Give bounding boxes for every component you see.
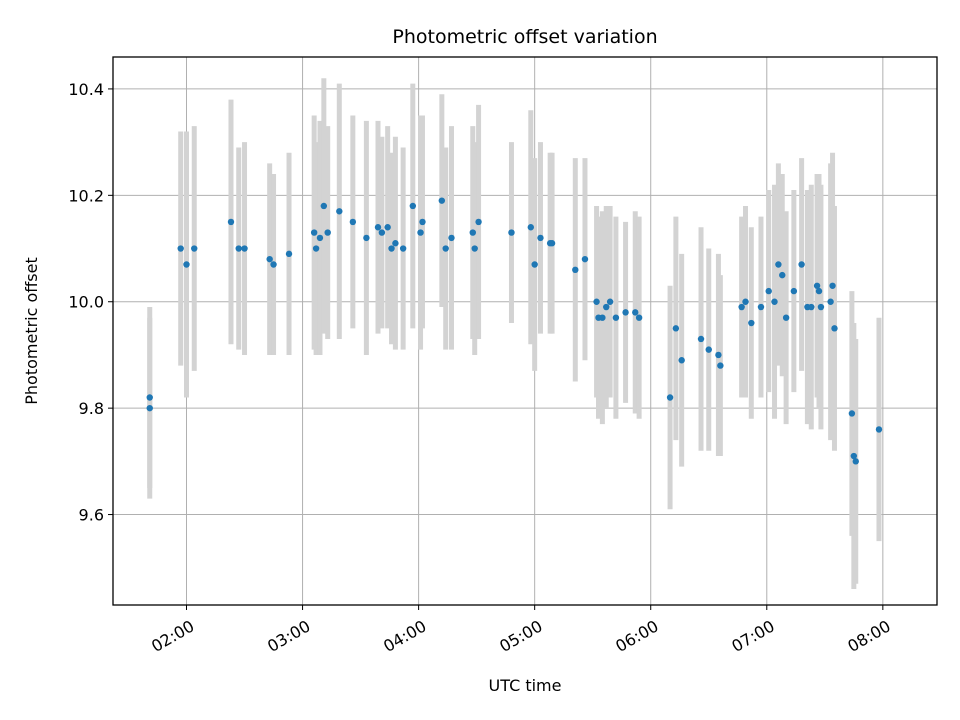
data-point [666, 394, 674, 401]
x-tick-label: 07:00 [728, 616, 777, 656]
data-point [378, 229, 386, 236]
data-point [771, 298, 778, 305]
data-point [813, 282, 821, 289]
data-point [775, 261, 782, 268]
data-point [715, 351, 722, 359]
data-point [316, 234, 324, 242]
y-axis-ticks: 9.6 9.8 10.0 10.2 10.4 [68, 80, 113, 525]
data-point [374, 224, 382, 231]
data-point [177, 245, 184, 252]
data-point [349, 218, 357, 226]
data-point [848, 410, 856, 417]
data-point [227, 218, 235, 226]
data-point [235, 245, 242, 252]
x-tick-label: 05:00 [496, 616, 545, 656]
data-point [852, 458, 859, 465]
y-tick-label: 9.6 [79, 506, 104, 525]
data-point [320, 202, 328, 210]
data-point [765, 287, 772, 295]
data-point [310, 229, 318, 236]
data-point [183, 261, 190, 268]
data-point [336, 208, 343, 215]
data-point [808, 303, 815, 311]
data-point [672, 325, 680, 332]
data-point [146, 404, 153, 412]
x-tick-label: 04:00 [380, 616, 429, 656]
data-point [635, 314, 643, 321]
x-axis-ticks: 02:00 03:00 04:00 05:00 06:00 07:00 08:00 [148, 605, 894, 656]
data-point [678, 357, 685, 364]
data-point [827, 298, 834, 305]
y-tick-label: 10.0 [68, 293, 104, 312]
data-point [508, 229, 515, 236]
data-point [829, 282, 836, 289]
chart-title: Photometric offset variation [392, 26, 657, 48]
data-point [790, 287, 798, 295]
x-axis-label: UTC time [489, 676, 562, 695]
data-point [581, 255, 589, 263]
data-point [442, 245, 449, 252]
data-point [527, 224, 535, 231]
data-point [632, 309, 639, 316]
data-point [831, 325, 838, 332]
data-point [419, 218, 426, 226]
data-point [266, 255, 273, 263]
data-point [469, 229, 476, 236]
data-point [475, 218, 482, 226]
data-point [399, 245, 407, 252]
data-point [384, 224, 391, 231]
data-point [191, 245, 198, 252]
plot-frame [112, 56, 938, 606]
y-tick-label: 10.2 [68, 186, 104, 205]
data-point [285, 250, 293, 258]
data-point [782, 314, 790, 321]
error-bars [147, 78, 882, 590]
data-point [537, 234, 544, 242]
data-point [742, 298, 749, 305]
data-point [438, 197, 446, 204]
data-point [697, 335, 705, 343]
data-point [417, 229, 424, 236]
data-point [705, 346, 712, 353]
data-point [324, 229, 331, 236]
data-point [270, 261, 277, 268]
data-point [603, 303, 610, 311]
data-point [717, 362, 724, 369]
data-point [146, 394, 153, 401]
data-point [548, 240, 556, 247]
x-tick-label: 06:00 [612, 616, 661, 656]
data-point [748, 319, 755, 327]
data-point [448, 234, 455, 242]
data-point [241, 245, 248, 252]
data-point [409, 202, 417, 210]
data-point [312, 245, 320, 252]
x-tick-label: 02:00 [148, 616, 197, 656]
data-point [875, 426, 883, 433]
data-point [738, 303, 745, 311]
data-point [622, 309, 629, 316]
data-point [471, 245, 478, 252]
x-tick-label: 03:00 [264, 616, 313, 656]
data-point [593, 298, 600, 305]
data-point [815, 287, 823, 295]
data-point [599, 314, 606, 321]
data-point [363, 234, 370, 242]
data-point [612, 314, 620, 321]
data-point [757, 303, 765, 311]
data-point [392, 240, 399, 247]
data-point [779, 271, 786, 279]
data-point [531, 261, 538, 268]
data-point [850, 452, 858, 460]
data-point [606, 298, 614, 305]
y-axis-label: Photometric offset [22, 257, 41, 405]
data-point [572, 266, 579, 274]
data-point [388, 245, 395, 252]
data-points [146, 197, 883, 465]
x-tick-label: 08:00 [844, 616, 893, 656]
y-tick-label: 9.8 [79, 399, 104, 418]
y-tick-label: 10.4 [68, 80, 104, 99]
data-point [798, 261, 805, 268]
data-point [817, 303, 825, 311]
